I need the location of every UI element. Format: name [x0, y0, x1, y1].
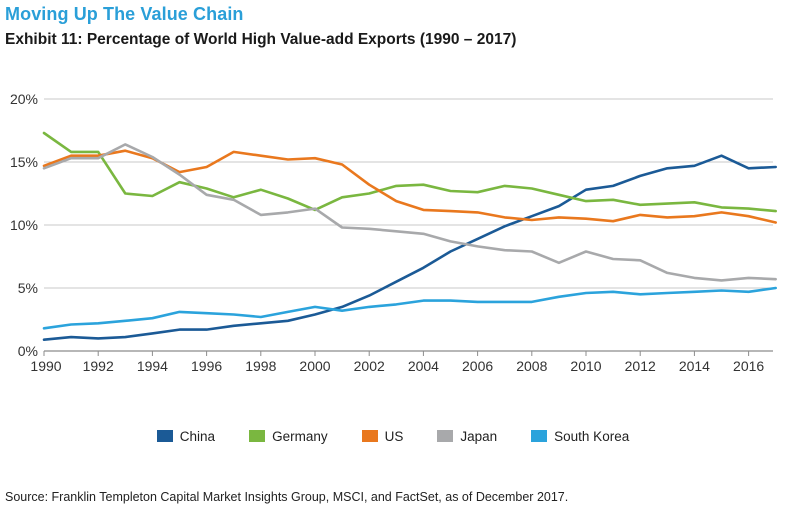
legend-label: China — [179, 428, 216, 444]
legend-swatch — [531, 430, 548, 442]
x-tick-label: 2016 — [733, 358, 764, 374]
x-tick-label: 2000 — [299, 358, 330, 374]
legend-swatch — [249, 430, 266, 442]
x-tick-label: 1998 — [245, 358, 276, 374]
legend-swatch — [437, 430, 454, 442]
gridlines — [43, 98, 773, 356]
series-line-south-korea — [42, 286, 778, 330]
legend-label: South Korea — [554, 428, 630, 444]
x-tick-label: 1990 — [30, 358, 61, 374]
legend-label: Germany — [272, 428, 328, 444]
x-axis-tick-labels: 1990 1992 1994 1996 1998 2000 2002 2004 2006 2008… — [30, 358, 764, 374]
x-tick-label: 2004 — [408, 358, 439, 374]
line-chart: 0% 5% 10% 15% 20% 1990 1992 1994 1996 1998 2000 20… — [10, 91, 778, 374]
x-tick-label: 2008 — [516, 358, 547, 374]
chart-legend: China Germany US Japan South Korea — [0, 424, 786, 448]
series-lines — [42, 131, 778, 342]
x-tick-label: 2002 — [354, 358, 385, 374]
legend-label: US — [384, 428, 404, 444]
legend-item-germany: Germany — [249, 429, 328, 444]
y-tick-label: 0% — [18, 343, 38, 359]
x-tick-label: 2012 — [625, 358, 656, 374]
x-tick-label: 1992 — [83, 358, 114, 374]
legend-item-china: China — [156, 428, 216, 444]
y-tick-label: 10% — [10, 217, 38, 233]
y-tick-label: 5% — [18, 280, 38, 296]
legend-item-south-korea: South Korea — [531, 429, 629, 444]
y-axis-tick-labels: 0% 5% 10% 15% 20% — [10, 91, 38, 359]
legend-swatch — [361, 430, 378, 442]
y-tick-label: 20% — [10, 91, 38, 107]
legend-label: Japan — [460, 428, 498, 444]
legend-item-us: US — [361, 428, 404, 444]
legend-swatch — [156, 430, 173, 442]
series-line-germany — [42, 131, 778, 213]
page-headline: Moving Up The Value Chain — [5, 4, 244, 24]
series-line-japan — [42, 143, 778, 282]
source-note: Source: Franklin Templeton Capital Marke… — [5, 490, 569, 504]
x-tick-label: 1994 — [137, 358, 168, 374]
x-tick-label: 1996 — [191, 358, 222, 374]
x-tick-label: 2006 — [462, 358, 493, 374]
x-tick-label: 2014 — [679, 358, 710, 374]
series-line-china — [42, 154, 778, 342]
legend-item-japan: Japan — [437, 429, 497, 444]
y-tick-label: 15% — [10, 154, 38, 170]
chart-title: Exhibit 11: Percentage of World High Val… — [5, 31, 517, 48]
x-tick-label: 2010 — [570, 358, 601, 374]
